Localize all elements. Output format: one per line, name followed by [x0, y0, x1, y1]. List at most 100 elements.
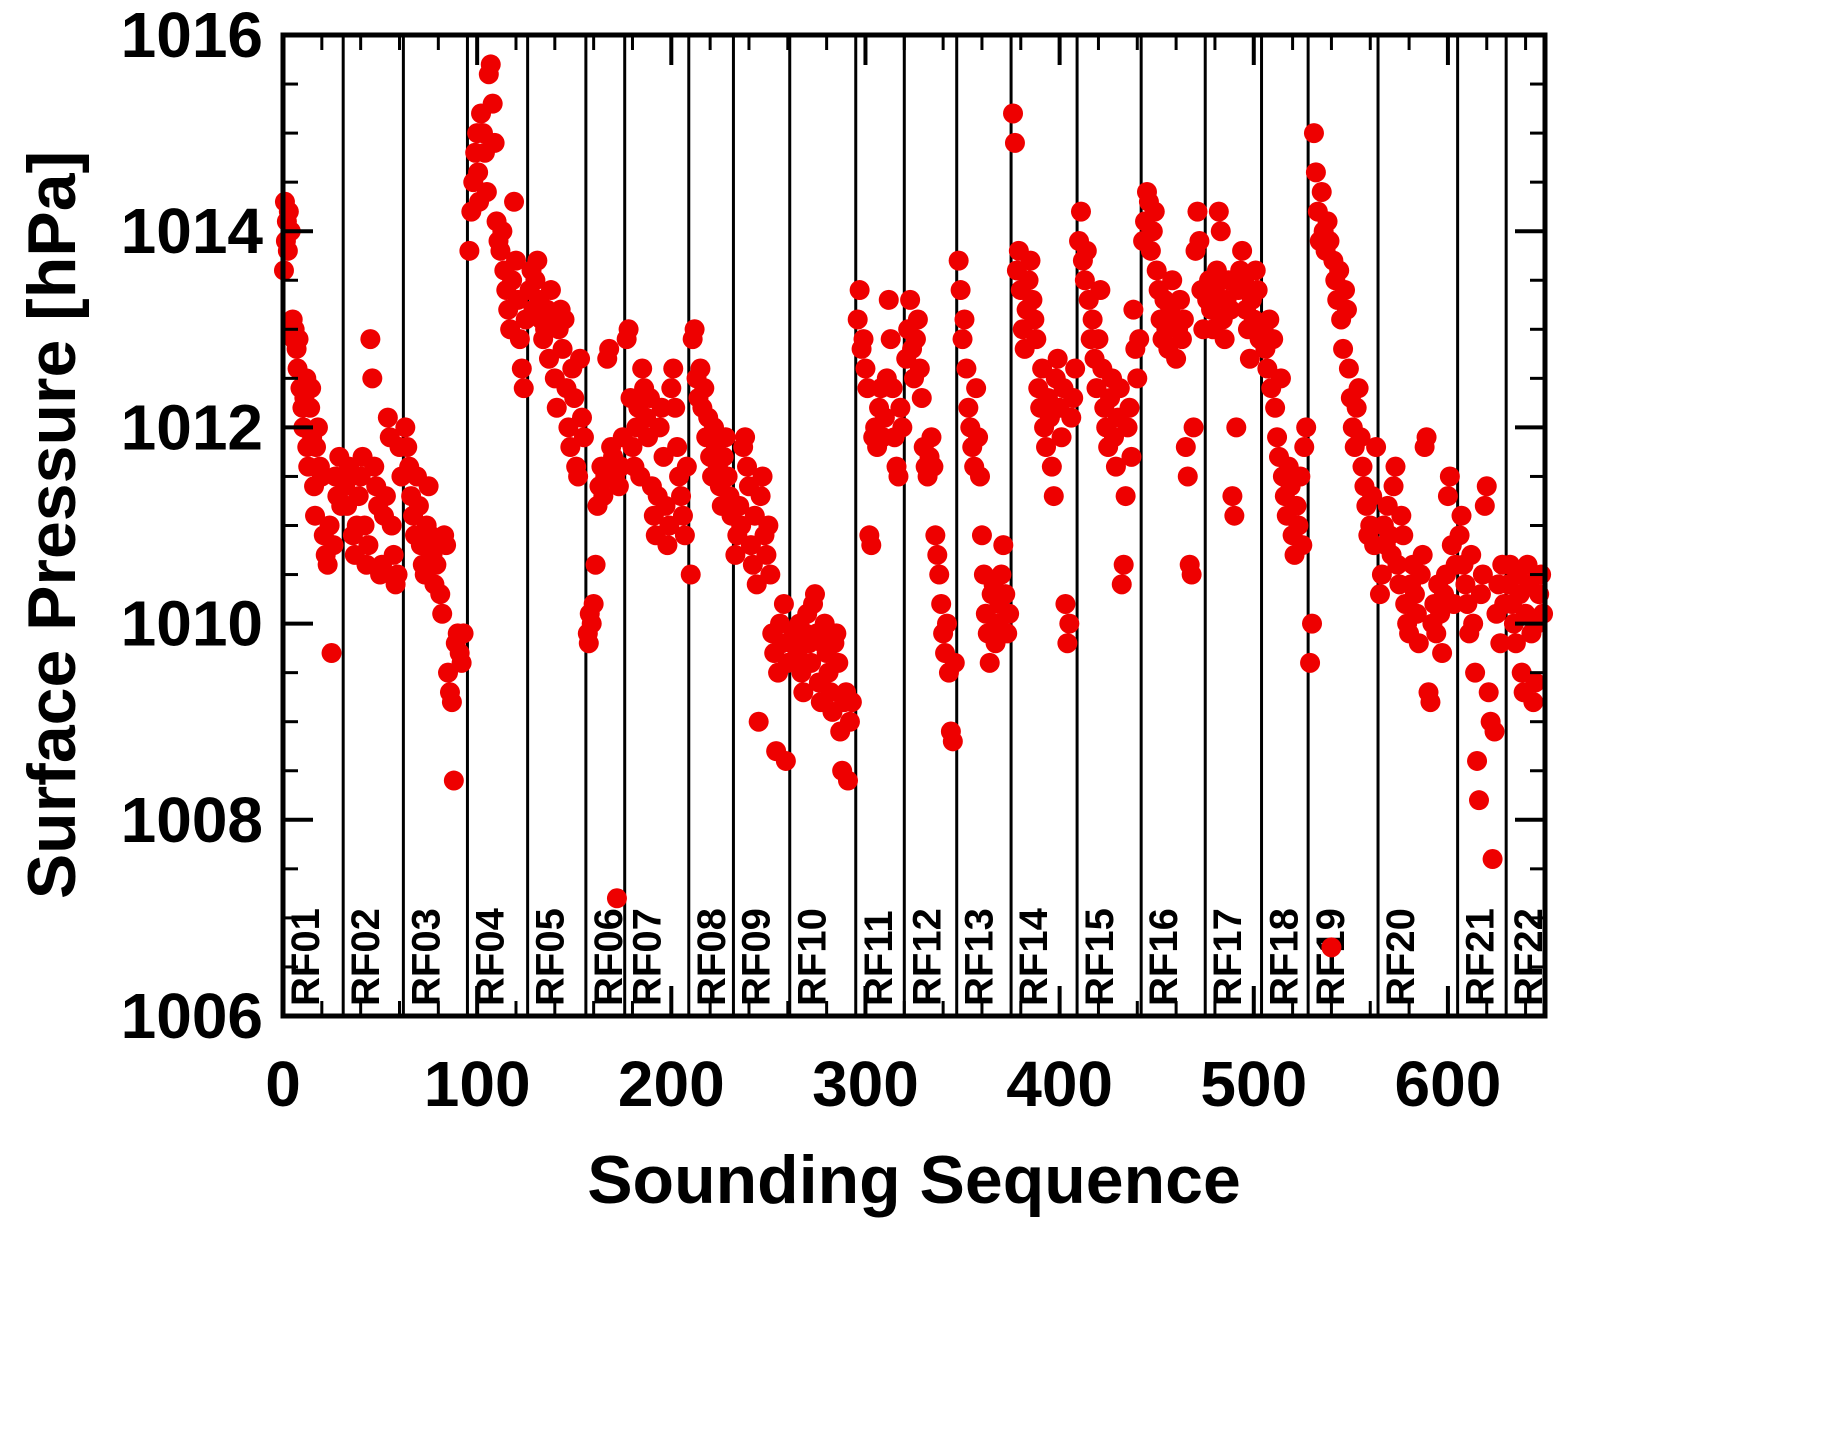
data-point — [1311, 181, 1332, 202]
data-point — [1505, 633, 1526, 654]
flight-segment-label: RF07 — [626, 908, 670, 1006]
flight-segment-label: RF13 — [958, 908, 1002, 1006]
data-point — [1121, 446, 1142, 467]
data-point — [966, 378, 987, 399]
data-point — [907, 309, 928, 330]
data-point — [1232, 240, 1253, 261]
y-tick-label: 1016 — [121, 0, 263, 71]
data-point — [944, 652, 965, 673]
data-point — [482, 93, 503, 114]
data-point — [459, 240, 480, 261]
flight-segment-label: RF11 — [857, 910, 901, 1006]
y-tick-label: 1014 — [121, 195, 264, 267]
data-point — [1387, 554, 1408, 575]
data-point — [502, 270, 523, 291]
data-point — [888, 466, 909, 487]
data-point — [453, 623, 474, 644]
data-point — [484, 132, 505, 153]
flight-segment-label: RF20 — [1379, 908, 1423, 1006]
data-point — [1321, 937, 1342, 958]
data-point — [476, 181, 497, 202]
data-point — [1393, 525, 1414, 546]
data-point — [1020, 250, 1041, 271]
plot-frame — [280, 32, 1548, 1019]
data-point — [1057, 633, 1078, 654]
data-point — [1267, 427, 1288, 448]
data-point — [970, 466, 991, 487]
data-point — [546, 397, 567, 418]
data-point — [1061, 407, 1082, 428]
data-point — [509, 329, 530, 350]
data-point — [1286, 495, 1307, 516]
data-point — [583, 593, 604, 614]
data-point — [362, 368, 383, 389]
data-point — [1210, 221, 1231, 242]
data-point — [443, 770, 464, 791]
data-point — [408, 495, 429, 516]
data-point — [1385, 456, 1406, 477]
data-point — [540, 280, 561, 301]
data-point — [968, 427, 989, 448]
data-point — [1175, 437, 1196, 458]
data-point — [878, 289, 899, 310]
data-point — [397, 437, 418, 458]
data-point — [748, 711, 769, 732]
data-point — [1465, 662, 1486, 683]
data-point — [1004, 132, 1025, 153]
data-point — [1412, 544, 1433, 565]
data-point — [841, 692, 862, 713]
data-point — [1348, 378, 1369, 399]
data-point — [1455, 574, 1476, 595]
data-point — [451, 652, 472, 673]
data-point — [676, 456, 697, 477]
flight-segment-label: RF14 — [1012, 907, 1056, 1006]
data-point — [1181, 564, 1202, 585]
data-point — [1119, 397, 1140, 418]
data-point — [950, 280, 971, 301]
data-point — [1333, 338, 1354, 359]
data-point — [1090, 280, 1111, 301]
data-point — [1319, 231, 1340, 252]
data-point — [1352, 456, 1373, 477]
data-point — [756, 544, 777, 565]
data-point — [570, 348, 591, 369]
data-point — [490, 240, 511, 261]
data-point — [1437, 486, 1458, 507]
data-point — [1346, 397, 1367, 418]
x-axis-title: Sounding Sequence — [587, 1142, 1241, 1218]
data-point — [880, 329, 901, 350]
data-point — [752, 466, 773, 487]
y-tick-label: 1006 — [121, 980, 263, 1052]
data-point — [1173, 309, 1194, 330]
data-point — [1336, 299, 1357, 320]
data-point — [1474, 495, 1495, 516]
data-point — [552, 338, 573, 359]
data-point — [657, 535, 678, 556]
data-point — [713, 446, 734, 467]
data-point — [300, 397, 321, 418]
data-point — [663, 358, 684, 379]
data-point — [925, 525, 946, 546]
flight-segment-label: RF17 — [1206, 908, 1250, 1006]
data-point — [1383, 476, 1404, 497]
data-point — [564, 387, 585, 408]
data-point — [1162, 270, 1183, 291]
data-point — [911, 387, 932, 408]
data-point — [1177, 466, 1198, 487]
data-point — [1245, 260, 1266, 281]
data-point — [1329, 260, 1350, 281]
data-point — [1449, 525, 1470, 546]
data-point — [317, 554, 338, 575]
data-point — [606, 888, 627, 909]
data-point — [680, 564, 701, 585]
data-point — [931, 593, 952, 614]
data-point — [1467, 750, 1488, 771]
data-point — [1171, 329, 1192, 350]
data-point — [383, 544, 404, 565]
data-point — [661, 378, 682, 399]
data-point — [1302, 613, 1323, 634]
data-point — [593, 486, 614, 507]
data-point — [301, 378, 322, 399]
data-point — [1270, 368, 1291, 389]
y-tick-label: 1010 — [121, 588, 263, 660]
